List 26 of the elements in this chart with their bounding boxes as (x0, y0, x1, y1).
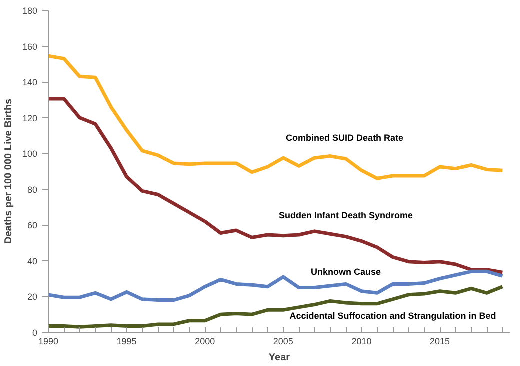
series-label: Accidental Suffocation and Strangulation in Bed (290, 310, 496, 321)
series-label: Sudden Infant Death Syndrome (279, 210, 414, 221)
y-tick-label: 60 (27, 220, 38, 231)
line-series (48, 285, 504, 329)
series-label: Combined SUID Death Rate (286, 132, 404, 143)
x-tick-label: 1995 (116, 336, 137, 346)
series-label: Unknown Cause (311, 267, 382, 278)
line-series (48, 270, 504, 302)
y-tick-label: 100 (22, 149, 38, 160)
y-tick-label: 0 (32, 328, 38, 338)
y-tick-label: 20 (27, 292, 38, 302)
y-tick-label: 140 (22, 78, 38, 88)
x-tick-label: 2000 (195, 336, 216, 346)
x-axis-title: Year (268, 352, 290, 364)
line-series (48, 97, 504, 274)
y-tick-label: 80 (27, 184, 38, 195)
x-tick-label: 2005 (273, 336, 294, 346)
x-tick-label: 2015 (430, 336, 450, 346)
x-tick-label: 2010 (352, 336, 372, 346)
y-tick-label: 40 (27, 256, 38, 266)
line-series (48, 54, 504, 180)
y-axis-title: Deaths per 100 000 Live Births (3, 98, 14, 244)
y-tick-label: 180 (22, 6, 38, 16)
y-tick-label: 160 (22, 42, 38, 52)
x-tick-label: 1990 (38, 336, 59, 346)
y-tick-label: 120 (22, 113, 38, 124)
